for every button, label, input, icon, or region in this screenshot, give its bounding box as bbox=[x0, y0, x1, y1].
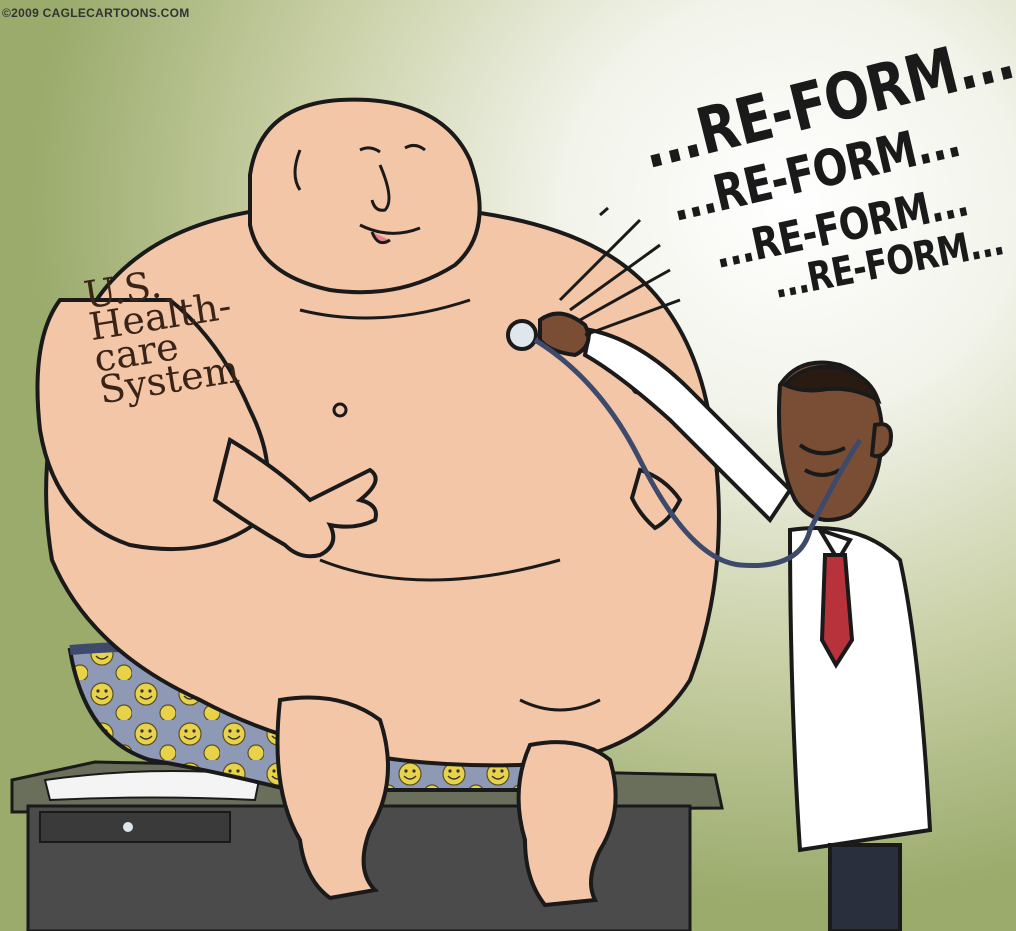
stethoscope bbox=[533, 337, 863, 569]
copyright-credit: ©2009 CAGLECARTOONS.COM bbox=[2, 6, 190, 20]
sound-lines bbox=[558, 206, 681, 337]
doctor bbox=[506, 311, 933, 931]
chest-label: U.S. Health- care System bbox=[81, 253, 270, 412]
